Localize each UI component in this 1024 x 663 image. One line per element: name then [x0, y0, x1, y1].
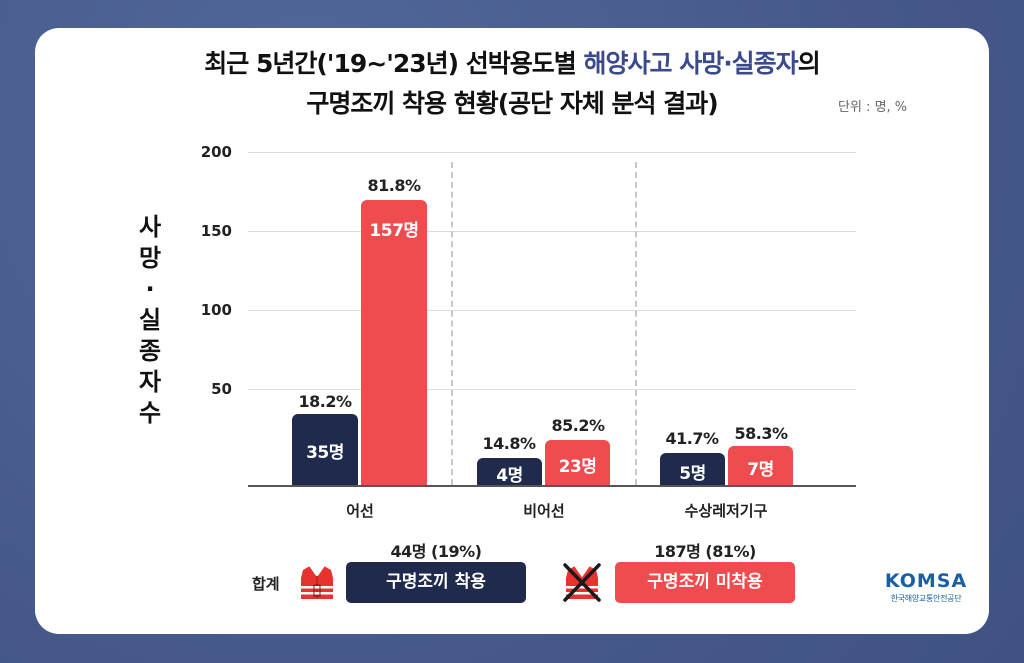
bar-value: 7명: [747, 460, 774, 480]
group-divider: [451, 162, 453, 485]
bar-fishing-worn: 35명: [292, 414, 358, 486]
title-suffix: 의: [797, 49, 821, 78]
bar-value: 5명: [679, 464, 706, 484]
logo-wordmark: KOMSA: [884, 570, 968, 592]
life-vest-crossed-icon: [562, 562, 602, 602]
x-axis-baseline: [248, 485, 856, 487]
komsa-logo: KOMSA 한국해양교통안전공단: [876, 570, 976, 604]
y-axis-char: ·: [145, 275, 155, 303]
gridline-200: [248, 152, 856, 153]
gridline-150: [248, 231, 856, 232]
bar-value: 157명: [369, 221, 419, 241]
pct-label-fishing-notworn: 81.8%: [367, 176, 421, 195]
bar-value: 23명: [558, 457, 597, 477]
y-tick-150: 150: [200, 222, 232, 240]
y-tick-200: 200: [200, 143, 232, 161]
gridline-100: [248, 310, 856, 311]
notworn-total-value: 187명 (81%): [654, 542, 756, 561]
unit-label: 단위 : 명, %: [838, 100, 908, 115]
chart-title-line2: 구명조끼 착용 현황(공단 자체 분석 결과): [306, 89, 718, 118]
worn-total-value: 44명 (19%): [390, 542, 482, 561]
gridline-50: [248, 389, 856, 390]
pct-label-nonfishing-worn: 14.8%: [482, 434, 536, 453]
chart-card: [35, 28, 989, 634]
legend-notworn-badge: 구명조끼 미착용: [615, 562, 795, 603]
category-label-nonfishing: 비어선: [523, 502, 565, 520]
chart-title-line1: 최근 5년간('19~'23년) 선박용도별 해양사고 사망·실종자의: [0, 44, 1024, 80]
total-label: 합계: [252, 575, 280, 593]
y-axis-char: 망: [138, 244, 162, 272]
pct-label-leisure-notworn: 58.3%: [734, 424, 788, 443]
bar-nonfishing-worn: 4명: [477, 458, 542, 486]
category-label-fishing: 어선: [346, 502, 374, 520]
y-tick-50: 50: [211, 380, 232, 398]
y-axis-char: 실: [138, 306, 162, 334]
title-highlight: 해양사고 사망·실종자: [583, 49, 798, 78]
bar-leisure-worn: 5명: [660, 453, 725, 486]
bar-leisure-notworn: 7명: [728, 446, 793, 486]
pct-label-fishing-worn: 18.2%: [298, 392, 352, 411]
title-prefix: 최근 5년간('19~'23년) 선박용도별: [204, 49, 584, 78]
category-label-leisure: 수상레저기구: [684, 502, 768, 520]
bar-value: 35명: [306, 443, 344, 463]
y-axis-char: 수: [138, 399, 162, 427]
bar-nonfishing-notworn: 23명: [545, 440, 610, 486]
pct-label-leisure-worn: 41.7%: [665, 429, 719, 448]
pct-label-nonfishing-notworn: 85.2%: [551, 416, 605, 435]
life-vest-icon: [297, 562, 337, 602]
y-axis-label: 사 망 · 실 종 자 수: [132, 212, 168, 429]
y-axis-char: 사: [138, 213, 162, 241]
y-axis-char: 자: [138, 368, 162, 396]
legend-worn-badge: 구명조끼 착용: [346, 562, 526, 603]
y-tick-100: 100: [200, 301, 232, 319]
logo-subtitle: 한국해양교통안전공단: [890, 594, 962, 603]
bar-value: 4명: [496, 466, 523, 486]
y-axis-char: 종: [138, 337, 162, 365]
group-divider: [635, 162, 637, 485]
bar-fishing-notworn: 157명: [361, 200, 427, 486]
